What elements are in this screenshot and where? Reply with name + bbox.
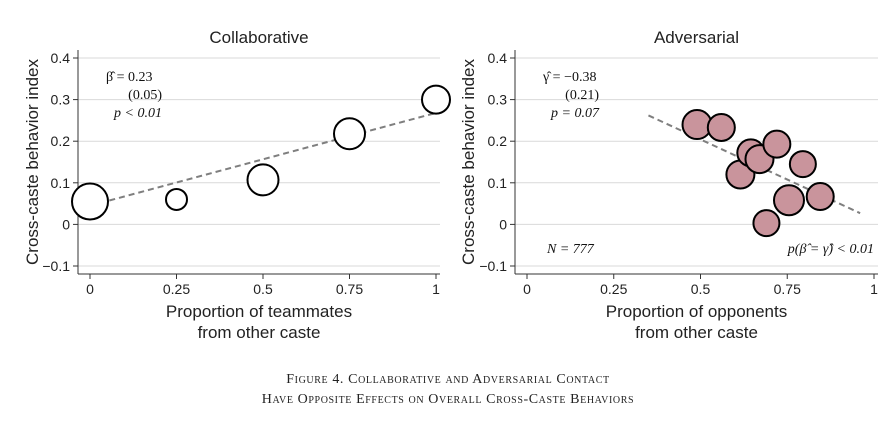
x-tick-label: 0.25	[600, 281, 627, 297]
x-axis-label: Proportion of opponents	[606, 302, 787, 321]
annotation-equality-test: p(β̂ = γ̂) < 0.01	[787, 242, 874, 257]
data-point	[805, 182, 835, 212]
x-tick-label: 1	[432, 281, 440, 297]
y-tick-label: 0.4	[488, 50, 508, 66]
x-tick-label: 0.75	[336, 281, 363, 297]
y-tick-label: 0.4	[51, 50, 71, 66]
data-point	[788, 150, 817, 179]
chart-panel-2: Adversarial −0.1 0 0.1 0.2 0.3 0.4 0 0.25 0.5 0.75…	[459, 28, 878, 342]
panel-title: Collaborative	[209, 28, 308, 47]
y-tick-label: 0.2	[488, 133, 508, 149]
x-tick-label: 1	[870, 281, 878, 297]
y-tick-label: 0.3	[51, 92, 71, 108]
data-point	[71, 182, 109, 221]
data-point	[772, 184, 805, 217]
annotation-coefficient: β̂ = 0.23	[106, 70, 153, 85]
figure-caption-line-2: Have Opposite Effects on Overall Cross-C…	[261, 392, 635, 407]
data-point	[752, 209, 781, 238]
annotation-pvalue: p < 0.01	[113, 106, 162, 121]
x-tick-label: 0	[86, 281, 94, 297]
x-axis-label: Proportion of teammates	[166, 302, 352, 321]
y-axis-label: Cross-caste behavior index	[459, 59, 478, 265]
figure-caption-line-1: Figure 4. Collaborative and Adversarial …	[286, 372, 610, 387]
y-tick-label: 0.1	[488, 175, 508, 191]
data-point	[165, 187, 188, 211]
y-tick-label: 0	[62, 216, 70, 232]
data-point	[762, 129, 792, 159]
annotation-se: (0.21)	[565, 88, 599, 103]
chart-panel-1: Collaborative −0.1 0 0.1 0.2 0.3 0.4 0 0.25 0.5 0.…	[23, 28, 451, 342]
y-axis-label: Cross-caste behavior index	[23, 59, 42, 265]
y-tick-label: 0.3	[488, 92, 508, 108]
panel-title: Adversarial	[654, 28, 739, 47]
annotation-n: N = 777	[546, 242, 595, 257]
x-tick-label: 0.5	[253, 281, 273, 297]
annotation-coefficient: γ̂ = −0.38	[542, 70, 596, 85]
y-tick-label: 0.1	[51, 175, 71, 191]
x-tick-label: 0.75	[774, 281, 801, 297]
data-point	[421, 84, 451, 115]
y-tick-label: 0	[499, 216, 507, 232]
data-point	[333, 117, 366, 151]
x-tick-label: 0.25	[163, 281, 190, 297]
annotation-se: (0.05)	[128, 88, 162, 103]
x-axis-label: from other caste	[635, 323, 758, 342]
x-tick-label: 0	[523, 281, 531, 297]
data-point	[246, 163, 280, 197]
x-axis-label: from other caste	[198, 323, 321, 342]
y-tick-label: −0.1	[479, 258, 507, 274]
x-tick-label: 0.5	[691, 281, 711, 297]
y-tick-label: −0.1	[42, 258, 70, 274]
data-point	[706, 112, 736, 142]
annotation-pvalue: p = 0.07	[550, 106, 600, 121]
y-tick-label: 0.2	[51, 133, 71, 149]
